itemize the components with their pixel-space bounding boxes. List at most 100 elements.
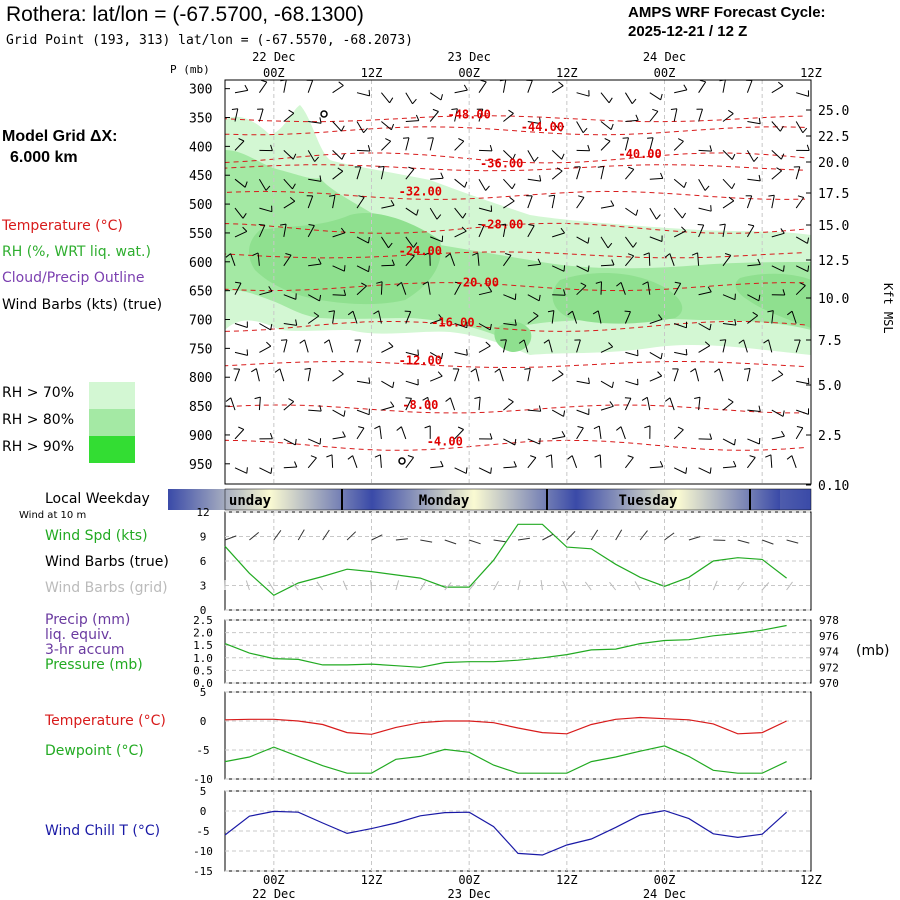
height-tick-label: 7.5 — [818, 334, 841, 349]
wind-barb-flag — [558, 81, 564, 87]
wind-barb — [258, 108, 264, 122]
wind-barb — [673, 467, 687, 474]
height-tick-label: 2.5 — [818, 429, 841, 444]
wind-barb — [747, 315, 759, 324]
wind-barb — [527, 438, 540, 445]
height-tick-label: 20.0 — [818, 156, 849, 171]
wind-barb — [405, 236, 414, 248]
legend-item: Wind Barbs (kts) (true) — [2, 297, 163, 313]
wind-barb-flag — [328, 310, 335, 313]
weekday-strip-subtitle: Wind at 10 m — [19, 510, 87, 521]
legend-item: Cloud/Precip Outline — [2, 270, 145, 286]
bottom-time-tick: 00Z — [654, 873, 676, 887]
y-tick-label: -10 — [193, 845, 213, 858]
wind-barb — [503, 150, 514, 160]
wind-barb-flag — [374, 425, 381, 430]
wind-barb-flag — [268, 286, 273, 292]
wind-barb — [283, 339, 288, 353]
wind-barb — [257, 252, 260, 266]
wind-barb — [332, 232, 346, 238]
rh90-patch-4 — [494, 321, 532, 352]
series-line — [224, 809, 788, 856]
wind-barb — [259, 207, 273, 213]
wind-barb — [234, 368, 241, 382]
wind-barb — [283, 294, 297, 300]
wind-barb-flag — [677, 138, 684, 142]
wind-barb — [381, 204, 395, 209]
wind-barb-flag — [622, 137, 629, 139]
wind-barb — [283, 401, 295, 411]
wind-barb — [332, 310, 335, 324]
wind-barb — [283, 200, 296, 209]
wind-barb-flag — [244, 181, 248, 188]
series-line — [224, 716, 787, 735]
wind-barb — [258, 397, 261, 411]
wind-barb — [478, 224, 485, 238]
temperature-contour-label: -20.00 — [456, 276, 499, 290]
wind-barb — [401, 282, 407, 295]
wind-barb-flag — [358, 195, 365, 198]
wind-barb — [698, 178, 706, 191]
wind-barb-flag — [563, 289, 566, 296]
wind-barb-flag — [538, 405, 542, 412]
wind-barb — [332, 294, 346, 296]
wind-barb — [600, 166, 605, 180]
wind-barb — [478, 81, 487, 93]
wind-barb — [649, 207, 657, 220]
wind-barb — [620, 426, 626, 440]
y-tick-label: 2.0 — [193, 627, 213, 640]
wind-barb-flag — [440, 172, 444, 179]
wind-barb-flag — [733, 460, 737, 467]
wind-barb — [527, 409, 541, 412]
height-tick-label: 25.0 — [818, 104, 849, 119]
wind-barb-flag — [274, 368, 281, 373]
wind-barb-flag — [747, 224, 755, 227]
wind-barb — [625, 119, 639, 122]
pressure-tick-label: 350 — [189, 112, 212, 127]
wind-barb-flag — [337, 167, 344, 172]
wind-barb-true — [517, 537, 530, 541]
precip-panel-label: 3-hr accum — [45, 642, 125, 658]
wind-barb-flag — [660, 93, 663, 100]
wind-barb-flag — [674, 281, 681, 284]
wind-barb-flag — [390, 200, 395, 206]
wind-barb-grid — [562, 580, 568, 591]
wind-barb — [478, 149, 493, 152]
wind-barb — [795, 166, 801, 180]
wind-barb-flag — [681, 212, 687, 219]
temperature-contour-label: -40.00 — [618, 147, 661, 161]
height-axis-title: Kft MSL — [881, 283, 895, 334]
wind-barb-flag — [691, 252, 698, 256]
top-time-tick: 12Z — [361, 66, 383, 80]
wind-barb — [454, 429, 464, 440]
wind-barb — [234, 282, 242, 295]
wind-barb — [551, 265, 565, 272]
wind-barb — [381, 264, 395, 267]
wind-barb — [598, 426, 602, 439]
wind-barb-flag — [254, 396, 261, 400]
y-tick-label: 2.5 — [193, 614, 213, 627]
wind-barb-flag — [512, 153, 516, 160]
temperature-contour — [225, 152, 806, 164]
wind-barb-flag — [670, 108, 677, 110]
wind-barb — [429, 111, 439, 122]
wind-barb — [722, 255, 732, 267]
wind-barb — [454, 108, 458, 122]
wind-barb-flag — [615, 426, 622, 431]
wind-barb-flag — [412, 98, 417, 105]
wind-barb — [234, 467, 248, 474]
wind-barb-flag — [374, 454, 381, 458]
wind-barb-grid — [688, 579, 691, 591]
wind-barb — [478, 291, 492, 296]
wind-barb — [722, 79, 726, 93]
wind-barb — [429, 92, 442, 101]
wind-barb-flag — [779, 125, 784, 132]
wind-barb — [430, 177, 444, 180]
temperature-contour-label: -16.00 — [431, 315, 474, 329]
wind-barb-flag — [749, 455, 756, 458]
y-tick-label: 6 — [200, 555, 207, 568]
wind-barb — [551, 150, 563, 160]
wind-barb-flag — [807, 377, 810, 384]
wind-barb — [499, 368, 504, 382]
forecast-cycle-title: AMPS WRF Forecast Cycle: — [628, 4, 826, 21]
